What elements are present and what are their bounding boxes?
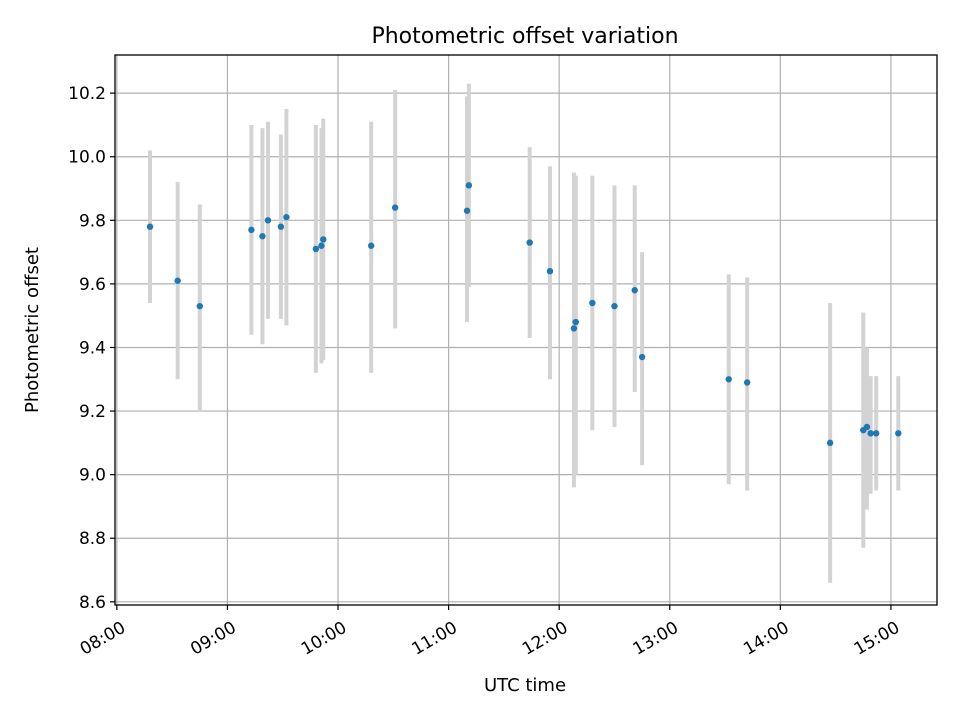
y-tick-label: 8.6 [79,593,106,613]
data-point [196,302,203,310]
y-tick-label: 10.0 [68,148,106,168]
data-point [570,325,578,332]
data-point [312,245,320,253]
y-tick-label: 9.0 [79,466,106,486]
grid-layer [115,55,937,605]
data-point [277,223,285,230]
data-point [611,302,618,310]
y-axis-label: Photometric offset [22,247,43,413]
data-point [146,223,154,230]
data-point [631,287,638,294]
data-point [638,353,646,361]
y-tick-label: 9.8 [79,211,106,231]
data-point [367,242,375,249]
y-tick-label: 9.2 [79,402,106,422]
data-point [867,430,874,437]
y-tick-label: 8.8 [79,529,106,549]
data-point [743,379,751,386]
data-point [264,217,272,224]
data-point [526,239,533,246]
data-point [589,299,596,307]
y-tick-label: 9.4 [79,338,106,358]
data-point [826,439,834,447]
y-tick-label: 10.2 [68,84,106,104]
data-point [863,423,871,431]
data-point [895,430,902,437]
point-layer [146,182,902,447]
data-point [320,236,327,243]
chart-title: Photometric offset variation [371,24,678,49]
data-point [283,213,290,221]
data-point [465,182,473,189]
plot-frame [114,54,938,606]
x-axis-label: UTC time [484,675,566,696]
data-point [572,318,579,326]
data-point [391,204,399,211]
data-point [259,233,266,240]
data-point [248,226,255,234]
data-point [725,376,732,383]
data-point [318,242,325,249]
data-point [872,430,880,437]
data-point [546,267,554,275]
data-point [463,207,471,214]
y-tick-label: 9.6 [79,275,106,295]
data-point [174,277,181,284]
